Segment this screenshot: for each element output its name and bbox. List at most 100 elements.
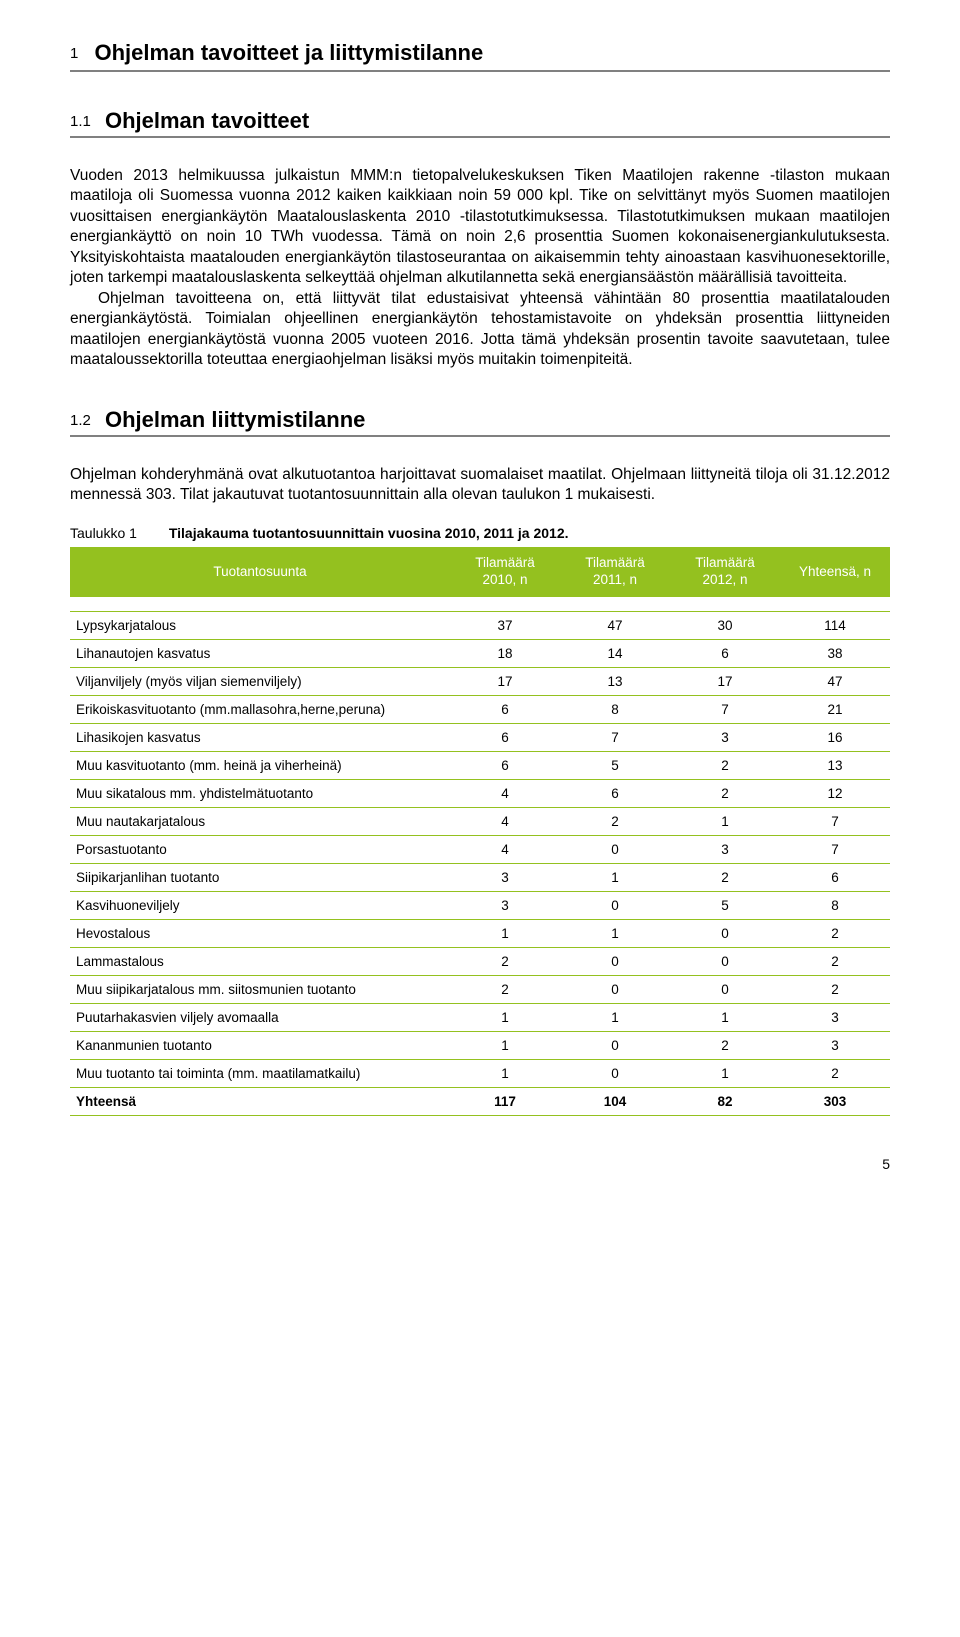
row-label: Muu tuotanto tai toiminta (mm. maatilama…	[70, 1059, 450, 1087]
row-label: Muu sikatalous mm. yhdistelmätuotanto	[70, 779, 450, 807]
page-number: 5	[70, 1156, 890, 1172]
cell-value: 17	[670, 667, 780, 695]
cell-value: 8	[780, 891, 890, 919]
cell-value: 3	[450, 891, 560, 919]
cell-value: 1	[670, 1003, 780, 1031]
cell-value: 4	[450, 835, 560, 863]
data-table: Tuotantosuunta Tilamäärä 2010, n Tilamää…	[70, 547, 890, 1115]
row-label: Hevostalous	[70, 919, 450, 947]
cell-value: 6	[450, 695, 560, 723]
column-header-line1: Tilamäärä	[475, 555, 535, 570]
cell-value: 0	[560, 947, 670, 975]
cell-value: 303	[780, 1087, 890, 1115]
table-total-row: Yhteensä11710482303	[70, 1087, 890, 1115]
cell-value: 2	[780, 947, 890, 975]
heading-rule	[70, 136, 890, 138]
table-row: Muu nautakarjatalous4217	[70, 807, 890, 835]
table-row: Muu kasvituotanto (mm. heinä ja viherhei…	[70, 751, 890, 779]
table-row: Porsastuotanto4037	[70, 835, 890, 863]
cell-value: 7	[780, 807, 890, 835]
cell-value: 0	[670, 975, 780, 1003]
paragraph-text: Ohjelman tavoitteena on, että liittyvät …	[70, 290, 890, 368]
table-spacer-row	[70, 597, 890, 611]
cell-value: 2	[670, 1031, 780, 1059]
table-row: Muu tuotanto tai toiminta (mm. maatilama…	[70, 1059, 890, 1087]
cell-value: 7	[670, 695, 780, 723]
table-row: Erikoiskasvituotanto (mm.mallasohra,hern…	[70, 695, 890, 723]
column-header: Tilamäärä 2011, n	[560, 547, 670, 597]
body-paragraph: Vuoden 2013 helmikuussa julkaistun MMM:n…	[70, 166, 890, 371]
cell-value: 0	[670, 947, 780, 975]
table-row: Kasvihuoneviljely3058	[70, 891, 890, 919]
cell-value: 4	[450, 779, 560, 807]
table-row: Muu sikatalous mm. yhdistelmätuotanto462…	[70, 779, 890, 807]
cell-value: 0	[560, 1031, 670, 1059]
cell-value: 47	[560, 611, 670, 639]
cell-value: 1	[670, 1059, 780, 1087]
cell-value: 1	[560, 863, 670, 891]
section-number: 1	[70, 45, 78, 62]
cell-value: 3	[450, 863, 560, 891]
cell-value: 2	[560, 807, 670, 835]
cell-value: 16	[780, 723, 890, 751]
row-label: Muu nautakarjatalous	[70, 807, 450, 835]
row-label: Kasvihuoneviljely	[70, 891, 450, 919]
table-row: Hevostalous1102	[70, 919, 890, 947]
cell-value: 6	[450, 751, 560, 779]
cell-value: 1	[560, 919, 670, 947]
body-paragraph: Ohjelman kohderyhmänä ovat alkutuotantoa…	[70, 465, 890, 506]
cell-value: 114	[780, 611, 890, 639]
cell-value: 12	[780, 779, 890, 807]
row-label: Lihanautojen kasvatus	[70, 639, 450, 667]
cell-value: 1	[450, 1059, 560, 1087]
table-body: Lypsykarjatalous374730114Lihanautojen ka…	[70, 611, 890, 1115]
table-row: Muu siipikarjatalous mm. siitosmunien tu…	[70, 975, 890, 1003]
cell-value: 1	[560, 1003, 670, 1031]
cell-value: 6	[780, 863, 890, 891]
cell-value: 0	[560, 891, 670, 919]
row-label: Lypsykarjatalous	[70, 611, 450, 639]
section-heading: 1 Ohjelman tavoitteet ja liittymistilann…	[70, 40, 890, 66]
column-header-line1: Tilamäärä	[695, 555, 755, 570]
cell-value: 2	[780, 975, 890, 1003]
table-caption: Taulukko 1 Tilajakauma tuotantosuunnitta…	[70, 525, 890, 541]
table-row: Puutarhakasvien viljely avomaalla1113	[70, 1003, 890, 1031]
cell-value: 117	[450, 1087, 560, 1115]
cell-value: 2	[670, 751, 780, 779]
cell-value: 13	[560, 667, 670, 695]
cell-value: 1	[450, 1003, 560, 1031]
cell-value: 6	[560, 779, 670, 807]
table-header-row: Tuotantosuunta Tilamäärä 2010, n Tilamää…	[70, 547, 890, 597]
cell-value: 0	[560, 975, 670, 1003]
cell-value: 104	[560, 1087, 670, 1115]
cell-value: 18	[450, 639, 560, 667]
cell-value: 38	[780, 639, 890, 667]
table-caption-label: Taulukko 1	[70, 525, 137, 541]
table-row: Lypsykarjatalous374730114	[70, 611, 890, 639]
cell-value: 7	[560, 723, 670, 751]
row-label: Porsastuotanto	[70, 835, 450, 863]
table-caption-title: Tilajakauma tuotantosuunnittain vuosina …	[169, 525, 569, 541]
cell-value: 17	[450, 667, 560, 695]
table-row: Viljanviljely (myös viljan siemenviljely…	[70, 667, 890, 695]
column-header-line2: 2010, n	[482, 572, 527, 587]
row-label: Viljanviljely (myös viljan siemenviljely…	[70, 667, 450, 695]
cell-value: 0	[560, 835, 670, 863]
cell-value: 3	[780, 1031, 890, 1059]
column-header: Tilamäärä 2012, n	[670, 547, 780, 597]
subsection-heading: 1.1 Ohjelman tavoitteet	[70, 108, 890, 134]
cell-value: 1	[450, 1031, 560, 1059]
table-row: Lihasikojen kasvatus67316	[70, 723, 890, 751]
column-header: Tilamäärä 2010, n	[450, 547, 560, 597]
subsection-title: Ohjelman tavoitteet	[105, 108, 309, 133]
cell-value: 5	[560, 751, 670, 779]
cell-value: 6	[450, 723, 560, 751]
cell-value: 14	[560, 639, 670, 667]
cell-value: 3	[670, 835, 780, 863]
cell-value: 0	[670, 919, 780, 947]
subsection-title: Ohjelman liittymistilanne	[105, 407, 365, 432]
paragraph-text: Vuoden 2013 helmikuussa julkaistun MMM:n…	[70, 167, 890, 286]
cell-value: 2	[780, 919, 890, 947]
column-header-line1: Tilamäärä	[585, 555, 645, 570]
cell-value: 0	[560, 1059, 670, 1087]
